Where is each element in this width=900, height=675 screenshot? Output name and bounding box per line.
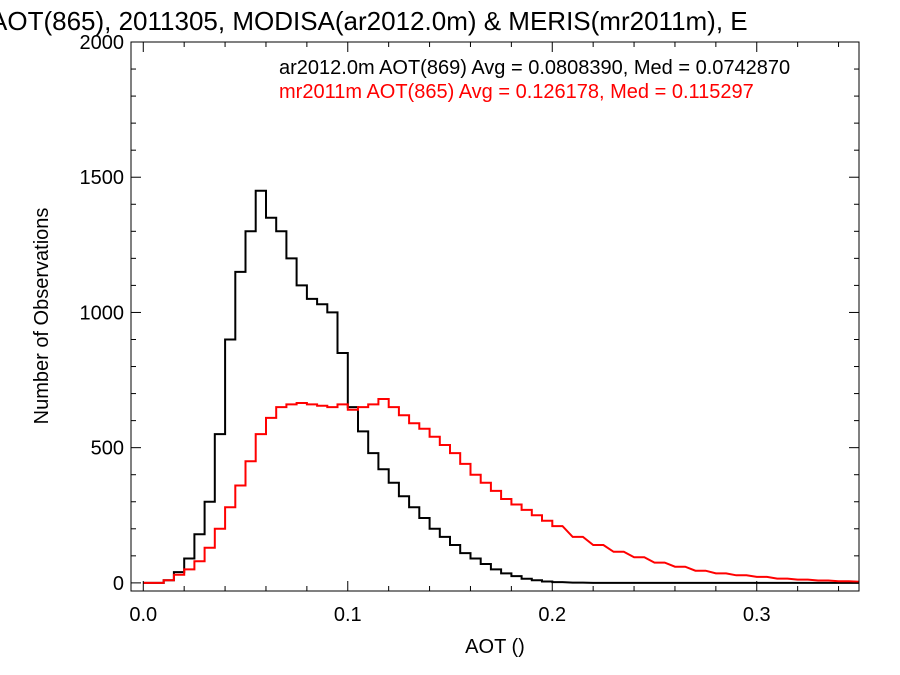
y-tick-label: 0 <box>113 573 124 595</box>
y-tick-label: 500 <box>91 438 124 460</box>
x-tick-label: 0.3 <box>743 604 771 626</box>
x-tick-label: 0.0 <box>129 604 157 626</box>
x-tick-label: 0.2 <box>538 604 566 626</box>
x-axis-label: AOT () <box>465 636 525 658</box>
y-tick-label: 2000 <box>80 32 125 54</box>
series-layer <box>143 189 860 584</box>
series-line-ar2012 <box>143 189 859 584</box>
stats-annotation-ar2012: ar2012.0m AOT(869) Avg = 0.0808390, Med … <box>279 57 790 79</box>
y-tick-label: 1500 <box>80 167 125 189</box>
stats-annotation-mr2011: mr2011m AOT(865) Avg = 0.126178, Med = 0… <box>279 81 754 103</box>
x-tick-label: 0.1 <box>334 604 362 626</box>
chart-title: AOT(865), 2011305, MODISA(ar2012.0m) & M… <box>0 6 748 36</box>
series-line-mr2011 <box>143 398 860 584</box>
plot-frame <box>130 41 860 592</box>
ticks-layer: 0.0 0.1 0.2 0.3 0 500 1000 1500 2000 <box>80 32 859 626</box>
y-tick-label: 1000 <box>80 302 125 324</box>
y-axis-label: Number of Observations <box>31 208 53 425</box>
